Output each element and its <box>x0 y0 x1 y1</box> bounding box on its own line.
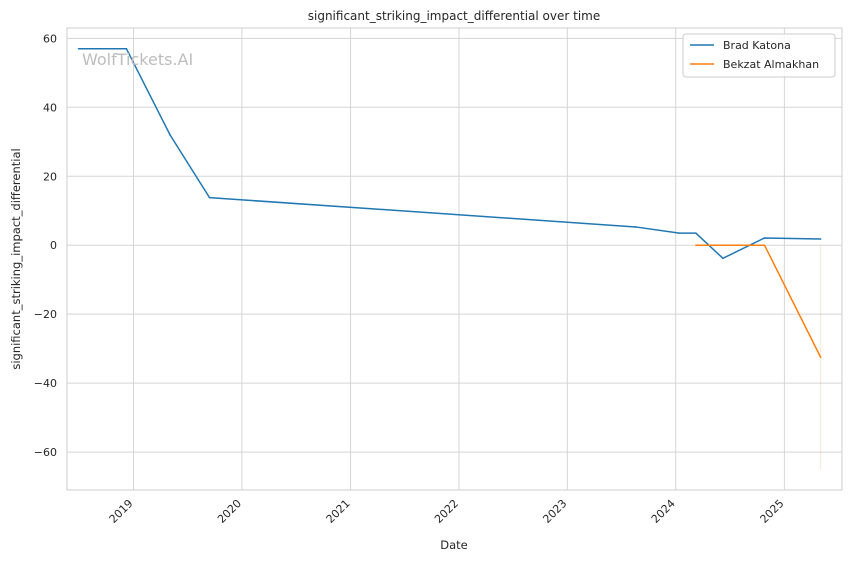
grid <box>67 28 842 490</box>
x-tick-label: 2023 <box>540 497 569 526</box>
y-tick-labels: 60 40 20 0 −20 −40 −60 <box>34 32 57 459</box>
x-tick-label: 2021 <box>324 497 353 526</box>
y-tick-label: 0 <box>50 239 57 252</box>
data-point <box>208 196 211 199</box>
x-tick-label: 2020 <box>215 497 244 526</box>
watermark-text: WolfTickets.AI <box>82 50 193 69</box>
x-tick-label: 2022 <box>432 497 461 526</box>
series-layer <box>77 47 822 470</box>
plot-frame <box>66 27 843 491</box>
y-tick-label: 40 <box>43 101 57 114</box>
y-axis-label: significant_striking_impact_differential <box>9 148 23 369</box>
data-point <box>634 226 637 228</box>
series-line-0 <box>78 47 821 260</box>
chart-title: significant_striking_impact_differential… <box>308 9 600 23</box>
data-point <box>695 232 697 234</box>
data-point <box>819 356 822 359</box>
y-tick-label: 20 <box>43 170 57 183</box>
data-point <box>695 244 697 247</box>
x-tick-label: 2024 <box>649 497 678 526</box>
data-point <box>678 232 681 234</box>
y-tick-label: −40 <box>34 377 57 390</box>
x-axis-label: Date <box>440 538 468 552</box>
legend: Brad Katona Bekzat Almakhan <box>682 33 836 78</box>
x-tick-labels: 2019 2020 2021 2022 2023 2024 2025 <box>107 497 787 526</box>
data-point <box>763 237 766 239</box>
data-point <box>77 47 80 50</box>
data-point <box>169 134 171 136</box>
y-tick-label: 60 <box>43 32 57 45</box>
x-tick-label: 2019 <box>107 497 136 526</box>
legend-label-bekzat-almakhan: Bekzat Almakhan <box>723 58 819 71</box>
x-tick-label: 2025 <box>758 497 787 526</box>
data-point <box>763 244 766 247</box>
legend-box <box>682 33 836 78</box>
data-point <box>722 257 724 260</box>
y-tick-label: −60 <box>34 446 57 459</box>
data-point <box>125 47 128 50</box>
legend-label-brad-katona: Brad Katona <box>723 39 791 52</box>
y-tick-label: −20 <box>34 308 57 321</box>
data-point <box>819 238 822 240</box>
plot-area <box>67 28 842 490</box>
